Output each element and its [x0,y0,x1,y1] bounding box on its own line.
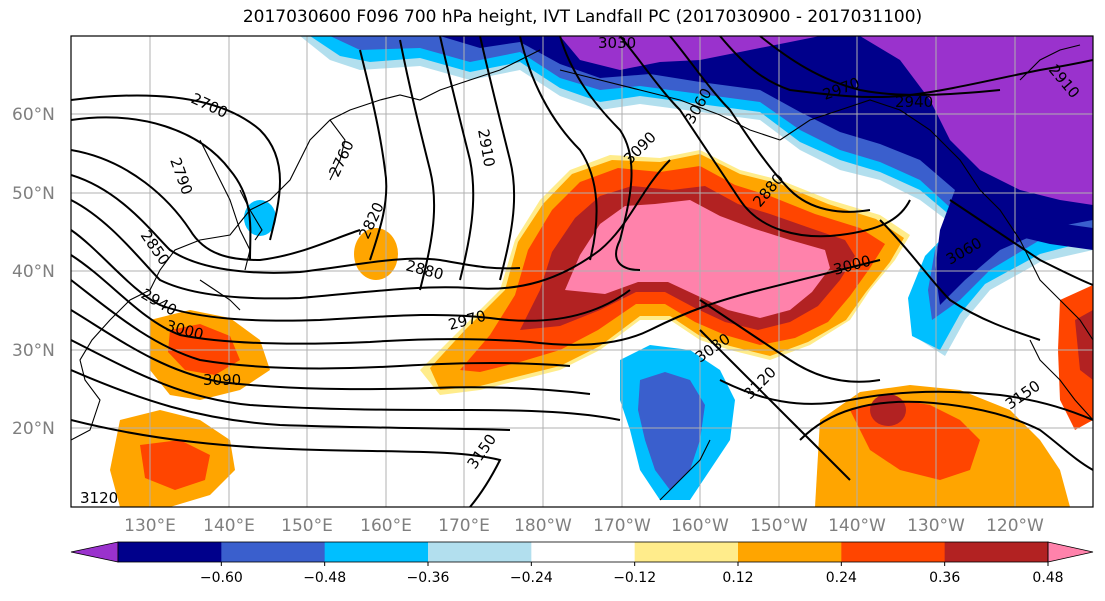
lon-label: 120°W [986,516,1044,536]
colorbar-frame [117,541,1049,563]
height-contours [71,36,1093,507]
colorbar-tick-label: 0.12 [722,570,753,586]
colorbar-tick-label: −0.60 [200,570,243,586]
pos-patch-sw-red [140,440,210,490]
contour-label: 2910 [474,128,498,169]
colorbar-segment [428,542,532,562]
lon-label: 130°W [907,516,965,536]
lon-label: 140°W [828,516,886,536]
coastlines [71,44,1093,501]
neg-patch-subtropical-blue [638,372,705,490]
colorbar [70,541,1094,563]
lat-label: 30°N [12,341,55,361]
neg-band-purple [560,36,820,70]
lon-label: 130°E [124,516,176,536]
colorbar-segment [738,542,842,562]
contour-label: 2790 [166,155,196,197]
colorbar-segment [944,542,1049,562]
colorbar-ticks: −0.60 −0.48 −0.36 −0.24 −0.12 0.12 0.24 0.36 0.4… [200,562,1064,586]
colorbar-tick-label: −0.24 [510,570,553,586]
latitude-labels: 60°N 50°N 40°N 30°N 20°N [12,105,55,439]
contour-label: 2760 [325,137,357,179]
colorbar-tick-label: −0.36 [407,570,450,586]
colorbar-segment [324,542,429,562]
lon-label: 150°E [281,516,333,536]
lat-label: 50°N [12,184,55,204]
neg-band-navy-east [955,190,1093,250]
lon-label: 160°W [671,516,729,536]
colorbar-segment [634,542,739,562]
pos-patch-se-dark [870,394,906,426]
contour-label: 3030 [598,34,636,52]
colorbar-segment [841,542,946,562]
colorbar-tick-label: 0.24 [826,570,857,586]
contour-label: 3150 [1002,377,1044,414]
colorbar-tick-label: 0.36 [929,570,960,586]
colorbar-segment [531,542,636,562]
lat-label: 60°N [12,105,55,125]
contour-label: 3090 [203,371,241,389]
colorbar-segment [221,542,326,562]
colorbar-tick-label: −0.12 [613,570,656,586]
contour-label: 3120 [80,489,118,507]
neg-band-navy [440,36,1093,305]
lon-label: 150°W [750,516,808,536]
lon-label: 180°W [514,516,572,536]
lon-label: 170°W [593,516,651,536]
lat-label: 40°N [12,262,55,282]
pos-patch-east-dark [1075,310,1093,380]
contour-label: 3150 [464,431,501,473]
lon-label: 170°E [438,516,490,536]
colorbar-tick-label: 0.48 [1032,570,1063,586]
colorbar-extend-low [70,541,119,563]
map-title: 2017030600 F096 700 hPa height, IVT Land… [242,7,923,27]
lon-label: 160°E [360,516,412,536]
lon-label: 140°E [203,516,255,536]
pos-patch-160e [354,228,398,280]
neg-band-purple-east [860,36,1093,205]
longitude-labels: 130°E 140°E 150°E 160°E 170°E 180°W 170°… [124,516,1044,536]
map-frame [70,35,1094,508]
contour-label: 2700 [188,89,230,121]
colorbar-segment [118,542,222,562]
contour-label: 2940 [895,93,933,111]
colorbar-extend-high [1047,541,1094,563]
colorbar-tick-label: −0.48 [303,570,346,586]
lat-label: 20°N [12,419,55,439]
